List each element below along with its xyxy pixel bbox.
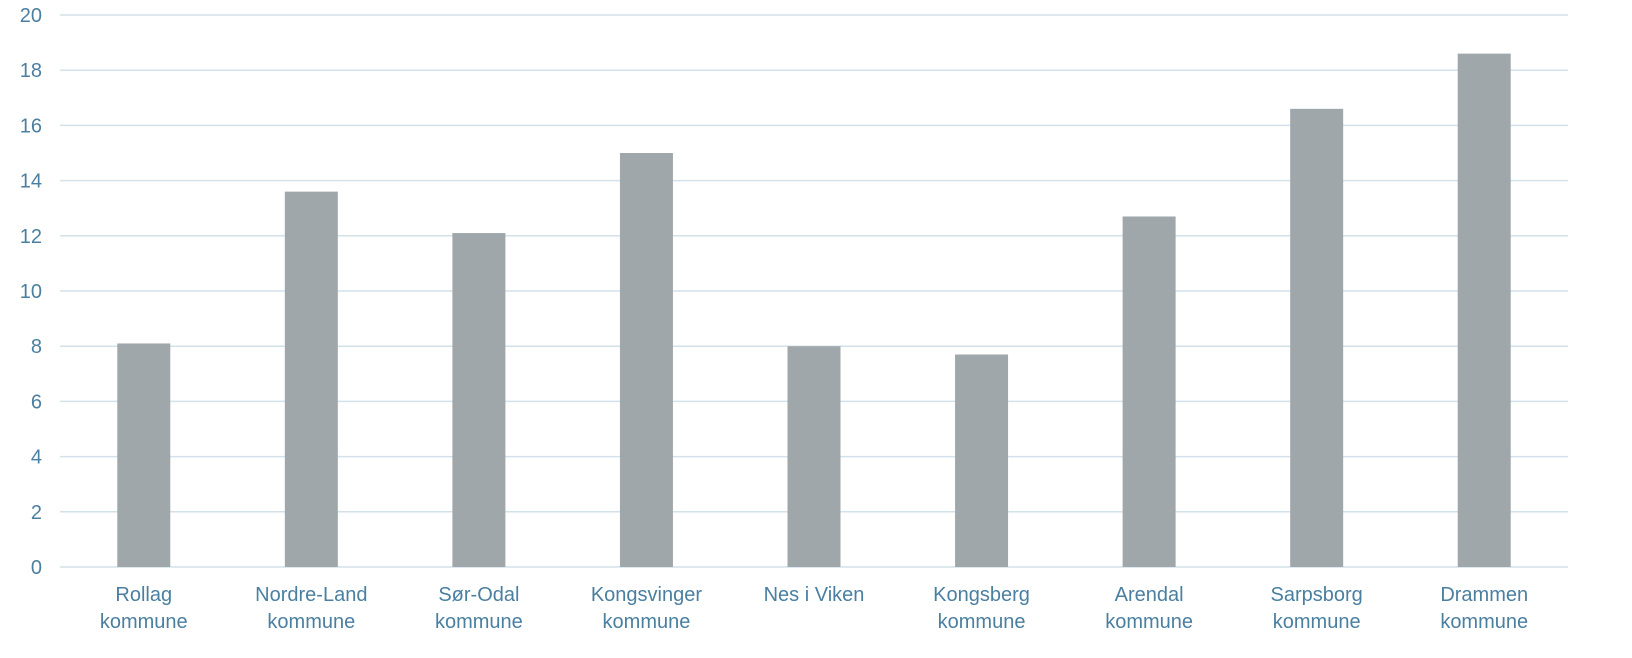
y-tick-label: 12 [20, 226, 42, 248]
y-tick-label: 2 [31, 502, 42, 524]
y-tick-label: 10 [20, 281, 42, 303]
bar [787, 346, 841, 567]
bar [1122, 216, 1176, 568]
y-tick-label: 14 [20, 171, 42, 193]
x-category-label: Kongsberg kommune [933, 584, 1030, 633]
x-category-label-line: Rollag [115, 584, 172, 606]
y-tick-label: 4 [31, 447, 42, 469]
x-category-label: Kongsvinger kommune [591, 584, 703, 633]
x-category-label-line: Arendal [1115, 584, 1184, 606]
x-category-label-line: kommune [938, 611, 1026, 633]
x-category-label-line: Kongsvinger [591, 584, 703, 606]
bar [955, 354, 1009, 567]
bar [1290, 108, 1344, 567]
x-category-label: Rollag kommune [100, 584, 188, 633]
x-category-label: Sarpsborg kommune [1271, 584, 1363, 633]
bar [619, 153, 673, 567]
x-category-label-line: Drammen [1440, 584, 1528, 606]
x-category-label-line: kommune [1440, 611, 1528, 633]
x-category-label-line: Kongsberg [933, 584, 1030, 606]
x-category-label: Arendal kommune [1105, 584, 1193, 633]
y-tick-label: 8 [31, 336, 42, 358]
x-category-label-line: kommune [100, 611, 188, 633]
y-tick-label: 6 [31, 391, 42, 413]
x-category-label-line: kommune [603, 611, 691, 633]
x-category-label-line: Nes i Viken [764, 584, 865, 606]
x-axis-category-labels: Rollag kommune Nordre-Land kommune Sør-Odal k… [100, 584, 1528, 633]
x-category-label: Nes i Viken [764, 584, 865, 606]
x-category-label-line: kommune [435, 611, 523, 633]
y-tick-label: 20 [20, 5, 42, 27]
x-category-label-line: Sør-Odal [438, 584, 519, 606]
bars [117, 53, 1511, 568]
x-category-label-line: Nordre-Land [255, 584, 367, 606]
y-tick-label: 18 [20, 60, 42, 82]
x-category-label-line: Sarpsborg [1271, 584, 1363, 606]
x-category-label: Nordre-Land kommune [255, 584, 367, 633]
x-category-label-line: kommune [1273, 611, 1361, 633]
x-category-label-line: kommune [267, 611, 355, 633]
bar [117, 343, 171, 567]
y-tick-label: 0 [31, 557, 42, 579]
y-tick-label: 16 [20, 115, 42, 137]
x-category-label: Drammen kommune [1440, 584, 1528, 633]
bar [284, 191, 338, 567]
bar [1457, 53, 1511, 567]
x-category-label-line: kommune [1105, 611, 1193, 633]
x-category-label: Sør-Odal kommune [435, 584, 523, 633]
bar [452, 233, 506, 568]
y-axis-tick-labels: 0 2 4 6 8 10 12 14 16 18 20 [20, 5, 42, 579]
